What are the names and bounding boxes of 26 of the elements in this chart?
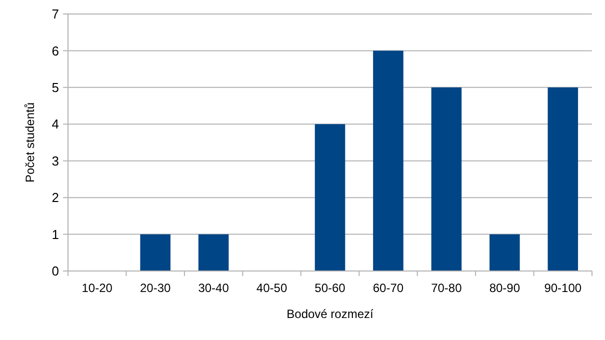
x-tick-label: 80-90 <box>489 281 520 295</box>
bar <box>548 87 578 271</box>
x-tick-label: 50-60 <box>314 281 346 295</box>
bar <box>431 87 462 271</box>
y-tick-label: 7 <box>52 6 59 22</box>
x-axis-title: Bodové rozmezí <box>286 307 374 321</box>
x-tick-label: 30-40 <box>198 281 230 295</box>
y-tick-label: 3 <box>52 153 59 168</box>
y-tick-label: 5 <box>52 80 59 95</box>
bar <box>140 234 170 271</box>
x-tick-label: 40-50 <box>256 281 288 295</box>
y-tick-label: 0 <box>52 264 59 279</box>
bar <box>490 234 520 271</box>
bar <box>198 234 229 271</box>
x-tick-label: 20-30 <box>140 281 171 295</box>
y-tick-label: 1 <box>52 226 59 242</box>
x-tick-label: 70-80 <box>431 281 462 295</box>
y-axis-title: Počet studentů <box>23 102 37 183</box>
x-tick-label: 60-70 <box>372 281 404 295</box>
y-tick-label: 4 <box>52 116 59 132</box>
bar <box>314 124 346 271</box>
y-tick-label: 6 <box>52 43 59 58</box>
y-tick-label: 2 <box>52 190 59 206</box>
x-tick-label: 10-20 <box>82 281 113 295</box>
bar <box>373 50 404 271</box>
x-tick-label: 90-100 <box>544 281 582 295</box>
